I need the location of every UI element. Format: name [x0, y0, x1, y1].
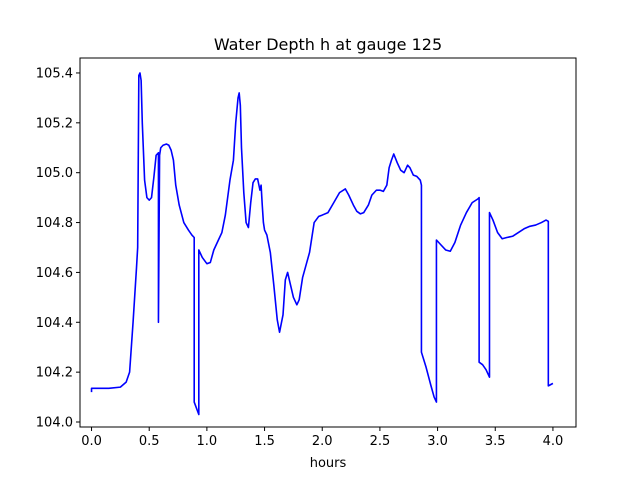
- x-tick-label: 0.5: [139, 434, 160, 449]
- y-tick-label: 104.8: [36, 216, 73, 231]
- y-tick-label: 104.6: [36, 266, 73, 281]
- y-tick-label: 104.4: [36, 316, 73, 331]
- y-tick-label: 105.4: [36, 66, 73, 81]
- plot-area: [90, 72, 554, 416]
- x-axis: 0.0 0.5 1.0 1.5 2.0 2.5 3.0 3.5 4.0: [81, 427, 563, 449]
- x-tick-label: 2.5: [370, 434, 391, 449]
- chart-title: Water Depth h at gauge 125: [214, 35, 442, 54]
- x-tick-label: 1.0: [197, 434, 218, 449]
- y-tick-label: 104.0: [36, 416, 73, 431]
- y-tick-label: 105.2: [36, 116, 73, 131]
- y-tick-label: 105.0: [36, 166, 73, 181]
- x-axis-label: hours: [310, 456, 347, 471]
- x-tick-label: 4.0: [543, 434, 564, 449]
- y-tick-label: 104.2: [36, 366, 73, 381]
- x-tick-label: 2.0: [312, 434, 333, 449]
- x-tick-label: 1.5: [254, 434, 275, 449]
- axes-frame: [79, 57, 577, 428]
- x-tick-label: 3.0: [427, 434, 448, 449]
- series-line: [90, 72, 554, 416]
- x-tick-label: 0.0: [81, 434, 102, 449]
- x-tick-label: 3.5: [485, 434, 506, 449]
- y-axis: 104.0 104.2 104.4 104.6 104.8 105.0 105.2 105.4: [36, 66, 80, 431]
